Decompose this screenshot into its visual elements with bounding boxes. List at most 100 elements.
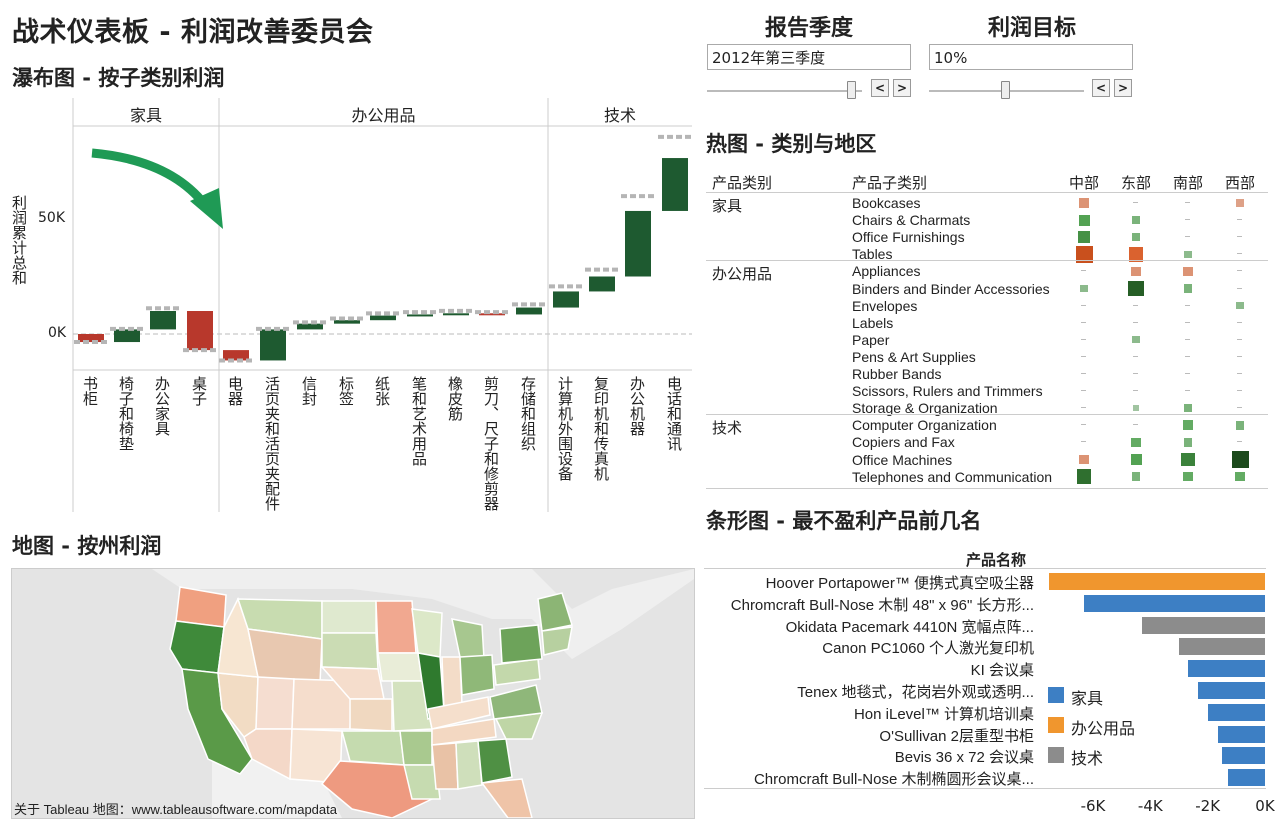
- state-arkansas[interactable]: [399, 730, 433, 766]
- state-georgia[interactable]: [477, 738, 513, 784]
- state-south-dakota[interactable]: [321, 632, 379, 670]
- legend-swatch[interactable]: [1048, 687, 1064, 703]
- state-washington[interactable]: [175, 586, 227, 628]
- heatmap-cell[interactable]: [1132, 336, 1140, 344]
- waterfall-bar[interactable]: [334, 320, 360, 324]
- waterfall-bar[interactable]: [78, 334, 104, 343]
- waterfall-bar[interactable]: [297, 323, 323, 330]
- quarter-slider[interactable]: [707, 90, 862, 92]
- barchart-bar[interactable]: [1227, 769, 1265, 787]
- heatmap-cell[interactable]: [1235, 421, 1245, 430]
- waterfall-bar[interactable]: [114, 329, 140, 343]
- heatmap-cell[interactable]: [1077, 231, 1091, 244]
- heatmap-cell[interactable]: [1128, 247, 1144, 262]
- state-kansas[interactable]: [349, 698, 393, 732]
- heatmap-cell[interactable]: [1131, 232, 1141, 242]
- state-louisiana[interactable]: [403, 764, 441, 800]
- heatmap-cell[interactable]: [1076, 469, 1092, 484]
- target-next-button[interactable]: >: [1114, 79, 1132, 97]
- waterfall-bar[interactable]: [625, 210, 651, 277]
- state-oklahoma[interactable]: [341, 730, 405, 766]
- quarter-next-button[interactable]: >: [893, 79, 911, 97]
- barchart-bar[interactable]: [1187, 660, 1265, 678]
- state-kentucky[interactable]: [427, 696, 491, 730]
- barchart-bar[interactable]: [1217, 725, 1265, 743]
- heatmap-cell[interactable]: [1183, 403, 1193, 413]
- waterfall-bar[interactable]: [553, 291, 579, 308]
- barchart-bar[interactable]: [1222, 747, 1265, 765]
- state-ohio[interactable]: [459, 654, 495, 696]
- quarter-slider-thumb[interactable]: [847, 81, 857, 99]
- waterfall-bar[interactable]: [187, 311, 213, 351]
- legend-swatch[interactable]: [1048, 747, 1064, 763]
- barchart-bar[interactable]: [1179, 638, 1265, 656]
- waterfall-bar[interactable]: [260, 329, 286, 361]
- state-massachusetts[interactable]: [541, 626, 573, 656]
- quarter-input[interactable]: 2012年第三季度: [707, 44, 911, 70]
- heatmap-cell[interactable]: [1183, 266, 1193, 277]
- heatmap-cell[interactable]: [1184, 250, 1192, 258]
- legend-swatch[interactable]: [1048, 717, 1064, 733]
- waterfall-bar[interactable]: [150, 311, 176, 330]
- heatmap-empty-cell: [1237, 253, 1242, 255]
- heatmap-cell[interactable]: [1131, 472, 1141, 481]
- heatmap-cell[interactable]: [1131, 266, 1141, 277]
- waterfall-bar[interactable]: [589, 276, 615, 292]
- heatmap-cell[interactable]: [1183, 420, 1193, 431]
- map-panel[interactable]: 关于 Tableau 地图：www.tableausoftware.com/ma…: [11, 568, 695, 819]
- state-utah[interactable]: [255, 676, 295, 730]
- heatmap-cell[interactable]: [1183, 284, 1193, 293]
- heatmap-divider: [706, 487, 1268, 489]
- heatmap-cell[interactable]: [1079, 198, 1089, 208]
- heatmap-cell[interactable]: [1075, 245, 1093, 263]
- state-florida[interactable]: [480, 778, 533, 818]
- state-arizona[interactable]: [243, 728, 293, 781]
- barchart-bar[interactable]: [1207, 703, 1265, 721]
- quarter-prev-button[interactable]: <: [871, 79, 889, 97]
- heatmap-cell[interactable]: [1132, 405, 1140, 412]
- map-credit[interactable]: 关于 Tableau 地图：www.tableausoftware.com/ma…: [14, 802, 337, 817]
- heatmap-cell[interactable]: [1236, 301, 1244, 310]
- heatmap-cell[interactable]: [1130, 454, 1142, 465]
- waterfall-bar[interactable]: [407, 314, 433, 317]
- state-wyoming[interactable]: [247, 628, 323, 684]
- heatmap-empty-cell: [1185, 373, 1190, 374]
- state-new-york[interactable]: [499, 624, 543, 664]
- heatmap-cell[interactable]: [1183, 438, 1193, 447]
- heatmap-cell[interactable]: [1235, 198, 1245, 208]
- heatmap-cell[interactable]: [1235, 471, 1245, 482]
- barchart-bar[interactable]: [1084, 594, 1265, 612]
- heatmap-cell[interactable]: [1131, 437, 1141, 448]
- waterfall-xtick: 椅子和椅垫: [117, 376, 135, 451]
- heatmap-cell[interactable]: [1183, 471, 1193, 482]
- barchart-bar[interactable]: [1141, 616, 1265, 634]
- state-alabama[interactable]: [455, 740, 483, 790]
- state-north-dakota[interactable]: [321, 600, 377, 634]
- waterfall-bar[interactable]: [443, 313, 469, 316]
- heatmap-cell[interactable]: [1131, 215, 1141, 225]
- barchart-bar[interactable]: [1197, 682, 1265, 699]
- barchart-bar[interactable]: [1049, 573, 1265, 590]
- heatmap-cell[interactable]: [1078, 214, 1090, 226]
- heatmap-cell[interactable]: [1079, 454, 1089, 465]
- heatmap-cell[interactable]: [1080, 284, 1088, 293]
- waterfall-bar[interactable]: [223, 350, 249, 361]
- heatmap-cell[interactable]: [1128, 280, 1144, 297]
- target-input[interactable]: 10%: [929, 44, 1133, 70]
- state-new-england[interactable]: [537, 592, 573, 632]
- waterfall-bar[interactable]: [479, 313, 505, 316]
- target-prev-button[interactable]: <: [1092, 79, 1110, 97]
- heatmap-subcategory-label: Scissors, Rulers and Trimmers: [852, 383, 1043, 400]
- heatmap-cell[interactable]: [1231, 451, 1249, 468]
- us-map[interactable]: [12, 569, 694, 818]
- state-mississippi[interactable]: [431, 742, 459, 790]
- state-minnesota[interactable]: [375, 600, 417, 654]
- waterfall-bar[interactable]: [370, 315, 396, 321]
- state-virginia[interactable]: [489, 684, 543, 720]
- state-iowa[interactable]: [377, 652, 423, 682]
- state-tennessee[interactable]: [431, 718, 497, 746]
- waterfall-bar[interactable]: [516, 307, 542, 315]
- heatmap-cell[interactable]: [1181, 452, 1195, 467]
- waterfall-bar[interactable]: [662, 158, 688, 211]
- target-slider-thumb[interactable]: [1000, 81, 1010, 99]
